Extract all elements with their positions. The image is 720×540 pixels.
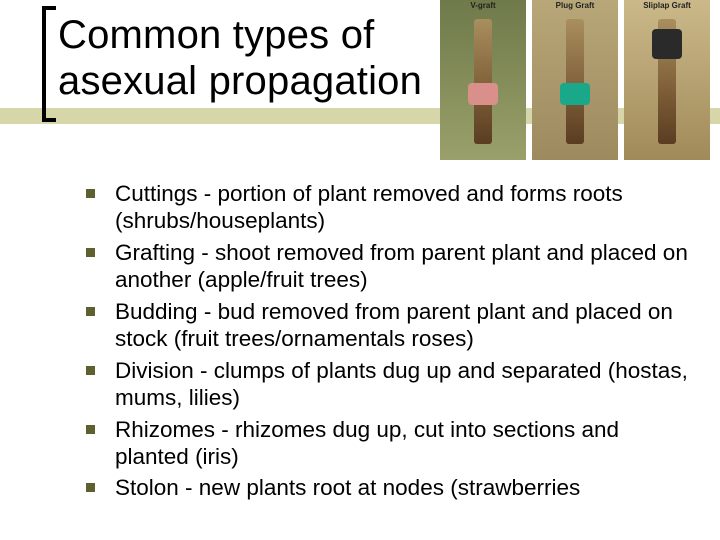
photo-wrap <box>652 29 682 59</box>
list-item-text: Rhizomes - rhizomes dug up, cut into sec… <box>115 416 692 471</box>
photo-sliplap-graft: Sliplap Graft <box>624 0 710 160</box>
title-line-2: asexual propagation <box>58 58 422 104</box>
photo-strip: V-graft Plug Graft Sliplap Graft <box>440 0 710 160</box>
list-item: Cuttings - portion of plant removed and … <box>86 180 692 235</box>
list-item-text: Budding - bud removed from parent plant … <box>115 298 692 353</box>
list-item-text: Grafting - shoot removed from parent pla… <box>115 239 692 294</box>
photo-stem <box>566 19 584 144</box>
list-item: Stolon - new plants root at nodes (straw… <box>86 474 692 501</box>
title-bracket <box>42 6 56 122</box>
bullet-icon <box>86 189 95 198</box>
list-item: Budding - bud removed from parent plant … <box>86 298 692 353</box>
bullet-icon <box>86 483 95 492</box>
list-item: Grafting - shoot removed from parent pla… <box>86 239 692 294</box>
bullet-list: Cuttings - portion of plant removed and … <box>86 180 692 506</box>
list-item: Rhizomes - rhizomes dug up, cut into sec… <box>86 416 692 471</box>
photo-plug-graft: Plug Graft <box>532 0 618 160</box>
bullet-icon <box>86 248 95 257</box>
slide-title: Common types of asexual propagation <box>58 12 422 104</box>
photo-vgraft: V-graft <box>440 0 526 160</box>
list-item-text: Cuttings - portion of plant removed and … <box>115 180 692 235</box>
title-line-1: Common types of <box>58 12 422 58</box>
photo-label: V-graft <box>440 0 526 11</box>
photo-stem <box>474 19 492 144</box>
list-item: Division - clumps of plants dug up and s… <box>86 357 692 412</box>
photo-label: Plug Graft <box>532 0 618 11</box>
photo-label: Sliplap Graft <box>624 0 710 11</box>
bullet-icon <box>86 425 95 434</box>
photo-wrap <box>468 83 498 105</box>
list-item-text: Stolon - new plants root at nodes (straw… <box>115 474 580 501</box>
photo-wrap <box>560 83 590 105</box>
list-item-text: Division - clumps of plants dug up and s… <box>115 357 692 412</box>
bullet-icon <box>86 307 95 316</box>
bullet-icon <box>86 366 95 375</box>
